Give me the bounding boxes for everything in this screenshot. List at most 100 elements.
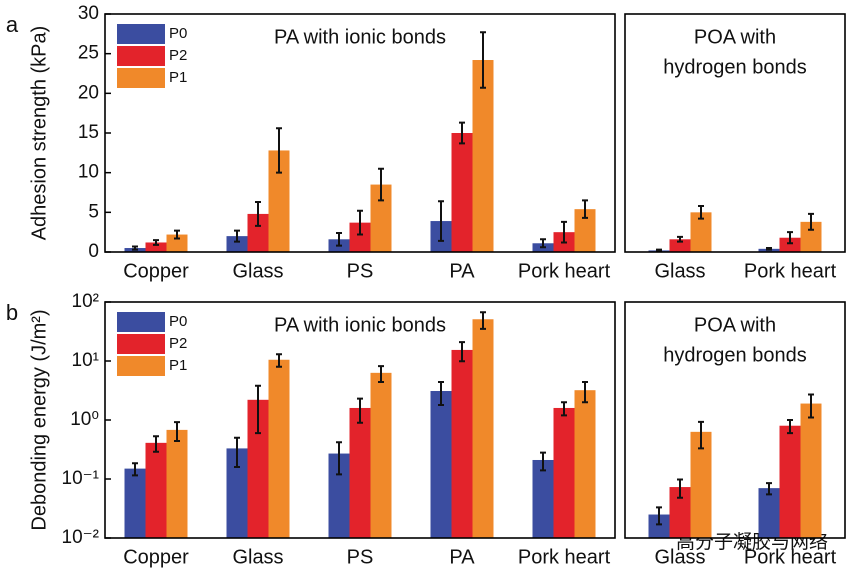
bar [690, 212, 712, 252]
annotation: POA with [694, 314, 776, 336]
error-bar [336, 231, 342, 247]
legend-swatch [117, 24, 165, 44]
y-tick-label: 0 [88, 241, 99, 262]
error-bar [234, 229, 240, 243]
bar [648, 514, 670, 538]
bar [226, 236, 248, 252]
error-bar [540, 451, 546, 472]
error-bar [698, 204, 704, 220]
y-tick-label: 20 [78, 82, 99, 103]
x-tick-label: Glass [232, 260, 283, 282]
bar [370, 372, 392, 538]
annotation: PA with ionic bonds [274, 314, 446, 336]
x-tick-label: Glass [232, 546, 283, 568]
error-bar [276, 127, 282, 174]
panel-label: a [6, 12, 19, 37]
bar [349, 222, 371, 252]
y-axis-label: Debonding energy (J/m²) [28, 309, 50, 530]
y-tick-label: 10⁻² [62, 527, 100, 548]
bar [532, 459, 554, 538]
plot-frame [104, 301, 616, 539]
bar [247, 213, 269, 252]
error-bar [438, 200, 444, 242]
error-bar [540, 238, 546, 249]
bar [145, 242, 167, 252]
error-bar [698, 420, 704, 450]
error-bar [582, 199, 588, 219]
x-tick-label: Glass [654, 546, 705, 568]
bar [472, 319, 494, 538]
legend-swatch [117, 46, 165, 66]
y-tick-label: 15 [78, 122, 99, 143]
bar [451, 133, 473, 252]
x-tick-label: PA [449, 546, 475, 568]
bar [145, 442, 167, 538]
error-bar [234, 436, 240, 468]
bar [779, 425, 801, 538]
bar [779, 237, 801, 252]
plot-frame [624, 301, 846, 539]
legend-swatch [117, 356, 165, 376]
bar [370, 184, 392, 252]
x-tick-label: Glass [654, 260, 705, 282]
y-tick-label: 10⁰ [70, 409, 99, 430]
error-bar [480, 31, 486, 89]
legend-swatch [117, 312, 165, 332]
error-bar [174, 421, 180, 443]
legend-label: P2 [169, 47, 187, 64]
error-bar [378, 365, 384, 384]
bar [451, 349, 473, 538]
error-bar [561, 220, 567, 244]
y-tick-label: 25 [78, 43, 99, 64]
error-bar [656, 506, 662, 526]
legend-label: P1 [169, 357, 187, 374]
error-bar [677, 235, 683, 243]
y-tick-label: 5 [88, 201, 99, 222]
y-tick-label: 10² [72, 291, 99, 312]
error-bar [132, 245, 138, 251]
annotation: POA with [694, 26, 776, 48]
bar [553, 407, 575, 538]
error-bar [357, 397, 363, 424]
error-bar [459, 121, 465, 145]
error-bar [276, 353, 282, 368]
error-bar [459, 341, 465, 363]
legend-swatch [117, 68, 165, 88]
annotation: hydrogen bonds [663, 56, 806, 78]
error-bar [677, 478, 683, 499]
legend-label: P1 [169, 69, 187, 86]
bar [247, 399, 269, 538]
legend-label: P2 [169, 335, 187, 352]
y-tick-label: 30 [78, 3, 99, 24]
y-tick-label: 10 [78, 162, 99, 183]
plot-frame [624, 13, 846, 253]
legend-swatch [117, 334, 165, 354]
error-bar [808, 393, 814, 419]
error-bar [480, 311, 486, 330]
legend-label: P0 [169, 313, 187, 330]
bar [124, 468, 146, 538]
x-tick-label: Pork heart [518, 546, 611, 568]
x-tick-label: Copper [123, 260, 189, 282]
bar [268, 359, 290, 538]
error-bar [255, 201, 261, 227]
error-bar [582, 381, 588, 404]
legend-label: P0 [169, 25, 187, 42]
error-bar [153, 239, 159, 246]
bar [574, 390, 596, 538]
bar [166, 234, 188, 252]
x-tick-label: Pork heart [744, 546, 837, 568]
panel-label: b [6, 300, 18, 325]
error-bar [357, 209, 363, 236]
error-bar [766, 247, 772, 251]
y-tick-label: 10¹ [72, 350, 99, 371]
error-bar [132, 462, 138, 477]
error-bar [561, 401, 567, 417]
bar [430, 391, 452, 538]
error-bar [808, 212, 814, 231]
annotation: PA with ionic bonds [274, 26, 446, 48]
error-bar [153, 435, 159, 453]
y-tick-label: 10⁻¹ [62, 468, 100, 489]
plot-frame [104, 13, 616, 253]
